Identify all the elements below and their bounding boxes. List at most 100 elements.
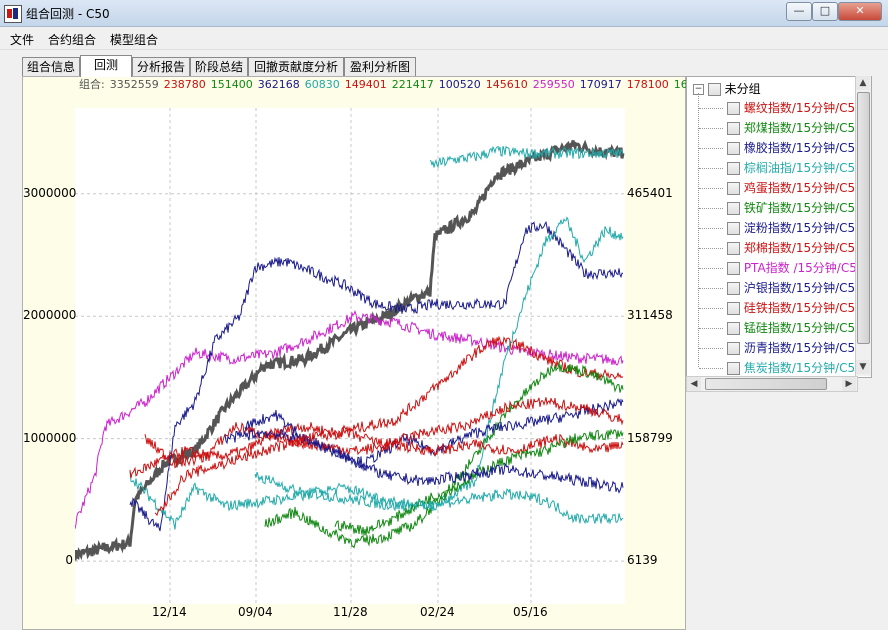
legend-value: 149401 xyxy=(344,78,387,91)
tree-item-checkbox[interactable] xyxy=(727,222,740,235)
tree-item-label: 铁矿指数/15分钟/C50 xyxy=(740,201,863,215)
x-axis-tick: 12/14 xyxy=(152,605,187,619)
series-line xyxy=(334,428,624,536)
x-axis-tick: 05/16 xyxy=(513,605,548,619)
tree-item[interactable]: 焦炭指数/15分钟/C50 xyxy=(727,359,863,377)
contract-tree: − 未分组 螺纹指数/15分钟/C50 郑煤指数/15分钟/C50 橡胶指数/1… xyxy=(686,76,872,378)
tab-profit-chart[interactable]: 盈利分析图 xyxy=(344,57,416,76)
menu-bar: 文件 合约组合 模型组合 xyxy=(0,27,888,50)
y-axis-tick-left: 1000000 xyxy=(23,430,77,445)
equity-chart xyxy=(75,108,625,604)
scroll-right-icon[interactable]: ▶ xyxy=(842,377,856,391)
maximize-button[interactable]: □ xyxy=(812,2,838,21)
tree-item-checkbox[interactable] xyxy=(727,142,740,155)
tree-item[interactable]: 沥青指数/15分钟/C50 xyxy=(727,339,863,359)
x-axis-tick: 02/24 xyxy=(420,605,455,619)
legend-value: 151400 xyxy=(210,78,253,91)
tree-item-checkbox[interactable] xyxy=(727,302,740,315)
tree-item-checkbox[interactable] xyxy=(727,362,740,375)
app-icon xyxy=(4,5,22,23)
tree-item-label: 郑棉指数/15分钟/C50 xyxy=(740,241,863,255)
tree-item[interactable]: 硅铁指数/15分钟/C50 xyxy=(727,299,863,319)
y-axis-tick-right: 158799 xyxy=(627,430,673,445)
series-line xyxy=(129,335,624,479)
legend-label: 组合: xyxy=(79,78,105,91)
scroll-up-icon[interactable]: ▲ xyxy=(856,76,870,90)
scroll-thumb[interactable] xyxy=(857,92,870,344)
series-line xyxy=(129,216,624,530)
tree-item[interactable]: 橡胶指数/15分钟/C50 xyxy=(727,139,863,159)
tree-vertical-scrollbar[interactable]: ▲ ▼ xyxy=(855,76,871,376)
tree-item[interactable]: 沪银指数/15分钟/C50 xyxy=(727,279,863,299)
tree-item[interactable]: 棕榈油指/15分钟/C50 xyxy=(727,159,863,179)
tree-item-label: 棕榈油指/15分钟/C50 xyxy=(740,161,863,175)
legend-value: 3352559 xyxy=(109,78,159,91)
x-axis-tick: 11/28 xyxy=(333,605,368,619)
hscroll-thumb[interactable] xyxy=(705,378,827,390)
tree-item-checkbox[interactable] xyxy=(727,242,740,255)
tree-item-label: 鸡蛋指数/15分钟/C50 xyxy=(740,181,863,195)
tree-item-label: 橡胶指数/15分钟/C50 xyxy=(740,141,863,155)
window-title: 组合回测 - C50 xyxy=(26,7,110,21)
title-bar: 组合回测 - C50 — □ ✕ xyxy=(0,0,888,27)
series-line xyxy=(75,139,625,561)
tree-item-checkbox[interactable] xyxy=(727,202,740,215)
scroll-down-icon[interactable]: ▼ xyxy=(856,360,870,374)
tree-item[interactable]: 铁矿指数/15分钟/C50 xyxy=(727,199,863,219)
tab-stage-summary[interactable]: 阶段总结 xyxy=(190,57,248,76)
tree-item-label: 锰硅指数/15分钟/C50 xyxy=(740,321,863,335)
tree-item-label: 螺纹指数/15分钟/C50 xyxy=(740,101,863,115)
tree-horizontal-scrollbar[interactable]: ◀ ▶ xyxy=(686,376,858,392)
legend-value: 145610 xyxy=(485,78,528,91)
tree-item[interactable]: 锰硅指数/15分钟/C50 xyxy=(727,319,863,339)
tree-item[interactable]: 鸡蛋指数/15分钟/C50 xyxy=(727,179,863,199)
tree-item-label: 郑煤指数/15分钟/C50 xyxy=(740,121,863,135)
root-checkbox[interactable] xyxy=(707,83,721,96)
tree-item[interactable]: 郑棉指数/15分钟/C50 xyxy=(727,239,863,259)
menu-model-portfolio[interactable]: 模型组合 xyxy=(110,33,159,47)
tree-item-checkbox[interactable] xyxy=(727,162,740,175)
tree-item-checkbox[interactable] xyxy=(727,102,740,115)
x-axis-tick: 09/04 xyxy=(238,605,273,619)
tab-portfolio-info[interactable]: 组合信息 xyxy=(22,57,80,76)
y-axis-tick-left: 3000000 xyxy=(23,185,77,200)
tree-item-checkbox[interactable] xyxy=(727,322,740,335)
tree-item-checkbox[interactable] xyxy=(727,282,740,295)
chart-panel: 组合: 3352559 238780 151400 362168 60830 149401 2… xyxy=(22,76,857,630)
series-line xyxy=(75,309,624,529)
tree-item[interactable]: 淀粉指数/15分钟/C50 xyxy=(727,219,863,239)
series-line xyxy=(254,471,624,525)
tree-item[interactable]: PTA指数 /15分钟/C50 xyxy=(727,259,864,279)
chart-legend: 组合: 3352559 238780 151400 362168 60830 149401 2… xyxy=(79,78,857,91)
legend-value: 170917 xyxy=(579,78,622,91)
tree-item-checkbox[interactable] xyxy=(727,342,740,355)
tree-item-label: PTA指数 /15分钟/C50 xyxy=(740,261,865,275)
legend-value: 60830 xyxy=(304,78,340,91)
y-axis-tick-right: 311458 xyxy=(627,308,673,323)
minimize-button[interactable]: — xyxy=(786,2,812,21)
y-axis-tick-left: 0 xyxy=(65,553,73,568)
tree-item-label: 沪银指数/15分钟/C50 xyxy=(740,281,863,295)
menu-contract-portfolio[interactable]: 合约组合 xyxy=(48,33,97,47)
scroll-left-icon[interactable]: ◀ xyxy=(687,377,701,391)
tree-item-checkbox[interactable] xyxy=(727,262,740,275)
y-axis-tick-left: 2000000 xyxy=(23,308,77,323)
legend-value: 221417 xyxy=(391,78,434,91)
menu-file[interactable]: 文件 xyxy=(10,33,35,47)
tree-item-checkbox[interactable] xyxy=(727,182,740,195)
tab-analysis-report[interactable]: 分析报告 xyxy=(132,57,190,76)
tree-item[interactable]: 郑煤指数/15分钟/C50 xyxy=(727,119,863,139)
legend-value: 178100 xyxy=(626,78,669,91)
tree-item-label: 焦炭指数/15分钟/C50 xyxy=(740,361,863,375)
series-line xyxy=(129,220,623,532)
tree-item[interactable]: 螺纹指数/15分钟/C50 xyxy=(727,99,863,119)
plot-area xyxy=(75,108,625,604)
legend-value: 100520 xyxy=(438,78,481,91)
tab-drawdown-contribution[interactable]: 回撤贡献度分析 xyxy=(248,57,344,76)
y-axis-tick-right: 6139 xyxy=(627,553,658,568)
series-line xyxy=(264,361,624,549)
legend-value: 362168 xyxy=(257,78,300,91)
close-button[interactable]: ✕ xyxy=(838,2,882,21)
tab-backtest[interactable]: 回测 xyxy=(80,55,132,77)
tree-item-checkbox[interactable] xyxy=(727,122,740,135)
